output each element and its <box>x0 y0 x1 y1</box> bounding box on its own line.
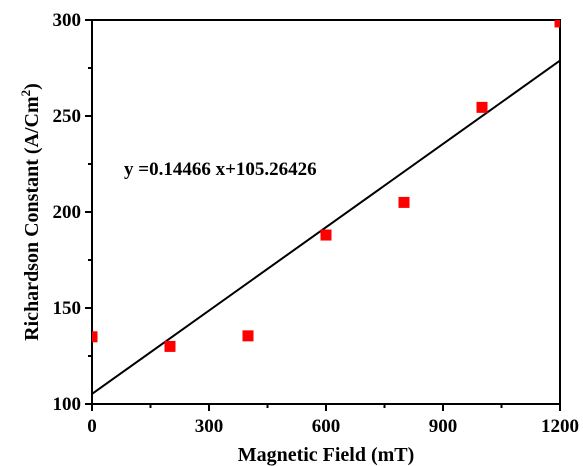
fit-line <box>91 59 561 395</box>
x-tick-label: 600 <box>312 416 341 437</box>
data-point <box>242 330 254 342</box>
fit-equation: y =0.14466 x+105.26426 <box>124 159 317 180</box>
x-tick-label: 1200 <box>541 416 579 437</box>
plot-frame <box>91 19 561 405</box>
y-axis-title-sup: 2 <box>18 90 33 97</box>
axis-tick-labels: 0 300 600 900 1200 100 150 200 250 300 <box>53 10 580 437</box>
y-axis-title-main: Richardson Constant (A/Cm <box>21 96 43 341</box>
x-tick-label: 300 <box>195 416 224 437</box>
y-axis-title-tail: ) <box>21 83 43 90</box>
x-axis-title: Magnetic Field (mT) <box>238 444 415 466</box>
x-tick-label: 0 <box>87 416 97 437</box>
y-tick-label: 250 <box>53 106 82 127</box>
data-point <box>92 331 98 343</box>
y-axis-title: Richardson Constant (A/Cm2) <box>18 83 43 341</box>
data-point <box>164 340 176 352</box>
data-point <box>398 196 410 208</box>
fit-layer <box>91 59 561 395</box>
axis-ticks <box>85 19 561 411</box>
data-point <box>476 101 488 113</box>
data-points <box>92 20 560 352</box>
y-tick-label: 100 <box>53 394 82 415</box>
data-point <box>320 229 332 241</box>
data-point <box>554 20 560 28</box>
y-tick-label: 200 <box>53 202 82 223</box>
y-tick-label: 150 <box>53 298 82 319</box>
y-tick-label: 300 <box>53 10 82 31</box>
x-tick-label: 900 <box>429 416 458 437</box>
